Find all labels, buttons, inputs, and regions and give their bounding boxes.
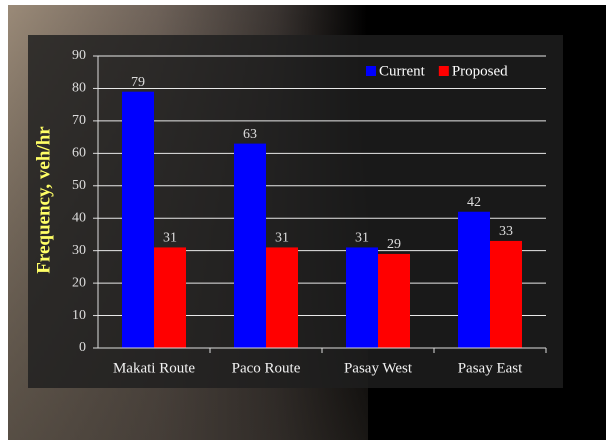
y-tick-label: 60 bbox=[72, 146, 86, 161]
chart: Frequency, veh/hr 0 10 20 30 40 50 60 70 80 90 Mak… bbox=[0, 0, 611, 445]
data-label: 29 bbox=[387, 237, 401, 252]
y-tick-label: 30 bbox=[72, 243, 86, 258]
bar bbox=[346, 247, 378, 348]
data-label: 31 bbox=[355, 231, 369, 246]
bar bbox=[490, 241, 522, 348]
page: {"chart_data": {"type": "bar", "y_label"… bbox=[0, 0, 611, 445]
x-tick-label: Paco Route bbox=[232, 360, 301, 376]
legend-swatch bbox=[366, 66, 376, 76]
x-tick-label: Pasay East bbox=[458, 360, 523, 376]
y-tick-label: 70 bbox=[72, 113, 86, 128]
bar bbox=[458, 212, 490, 348]
data-label: 63 bbox=[243, 127, 257, 142]
data-label: 33 bbox=[499, 224, 513, 239]
y-tick-label: 50 bbox=[72, 178, 86, 193]
legend-label: Proposed bbox=[452, 63, 508, 79]
bar bbox=[122, 92, 154, 348]
x-tick-label: Pasay West bbox=[344, 360, 413, 376]
legend-swatch bbox=[439, 66, 449, 76]
y-tick-label: 40 bbox=[72, 210, 86, 225]
y-tick-label: 20 bbox=[72, 275, 86, 290]
y-tick-label: 0 bbox=[79, 340, 86, 355]
data-label: 31 bbox=[275, 231, 289, 246]
bar bbox=[266, 247, 298, 348]
y-tick-label: 90 bbox=[72, 48, 86, 63]
bar bbox=[154, 247, 186, 348]
data-label: 31 bbox=[163, 231, 177, 246]
y-axis-label: Frequency, veh/hr bbox=[33, 126, 54, 274]
bar bbox=[378, 254, 410, 348]
y-tick-label: 10 bbox=[72, 308, 86, 323]
data-label: 42 bbox=[467, 195, 481, 210]
y-tick-label: 80 bbox=[72, 81, 86, 96]
x-tick-label: Makati Route bbox=[113, 360, 195, 376]
legend-label: Current bbox=[379, 63, 426, 79]
data-label: 79 bbox=[131, 75, 145, 90]
bar bbox=[234, 144, 266, 348]
